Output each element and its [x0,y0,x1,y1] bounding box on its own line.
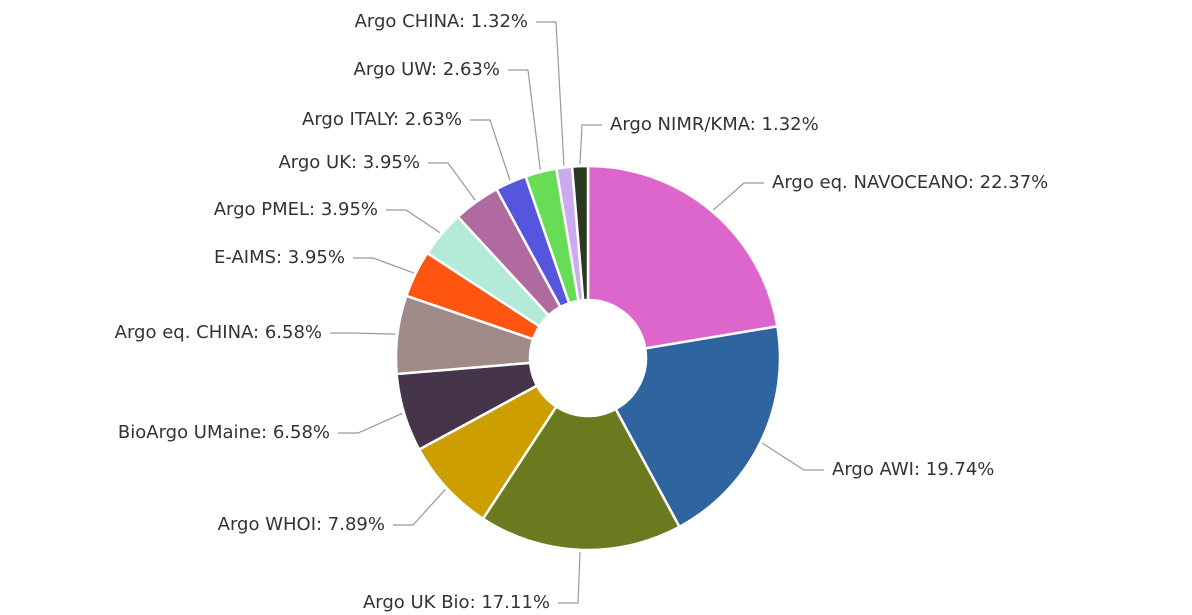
leader-line [428,162,476,201]
slice [570,164,590,302]
leader-line [536,21,565,166]
slice-label: Argo NIMR/KMA: 1.32% [610,114,819,135]
slice-label: Argo CHINA: 1.32% [355,11,528,32]
leader-line [712,182,764,211]
slice-label: Argo UW: 2.63% [354,59,500,80]
slice-label: Argo AWI: 19.74% [832,459,994,480]
slice-label: Argo eq. CHINA: 6.58% [115,322,322,343]
leader-line [353,257,414,274]
leader-line [393,489,446,526]
slice-label: Argo WHOI: 7.89% [218,514,385,535]
leader-line [761,442,824,471]
leader-line [508,69,541,171]
leader-line [579,124,602,165]
leader-line [470,119,511,181]
slice-label: E-AIMS: 3.95% [214,247,345,268]
slice-label: Argo UK: 3.95% [278,152,420,173]
leader-line [338,412,403,434]
leader-line [386,209,441,234]
slice [586,164,779,350]
leader-line [558,551,581,604]
slice-label: Argo UK Bio: 17.11% [363,592,550,613]
slice-label: Argo eq. NAVOCEANO: 22.37% [772,172,1048,193]
leader-line [330,332,396,335]
slice-label: Argo PMEL: 3.95% [214,199,378,220]
slice-label: BioArgo UMaine: 6.58% [118,422,330,443]
slice [481,404,682,552]
slice-label: Argo ITALY: 2.63% [302,109,462,130]
slice [613,324,782,529]
